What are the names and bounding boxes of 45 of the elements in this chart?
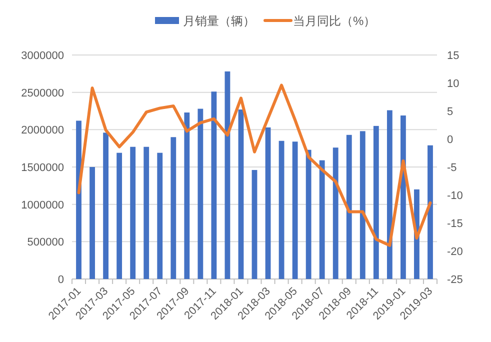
y-tick-label: 2000000 xyxy=(21,124,64,137)
y2-tick-label: -15 xyxy=(447,218,463,230)
bar xyxy=(332,148,338,279)
bar xyxy=(90,167,95,279)
y-tick-label: 2500000 xyxy=(21,87,64,100)
y2-tick-label: 10 xyxy=(447,78,460,90)
y-tick-label: 1000000 xyxy=(21,199,64,212)
bar xyxy=(130,146,136,279)
bar xyxy=(76,120,82,279)
y2-tick-label: 0 xyxy=(447,134,454,146)
bar xyxy=(198,108,204,279)
y2-tick-label: -5 xyxy=(447,162,457,174)
y-tick-label: 500000 xyxy=(27,236,64,249)
bar xyxy=(265,127,271,279)
bar xyxy=(184,112,190,279)
bar xyxy=(170,137,176,279)
bar xyxy=(319,160,325,279)
bar xyxy=(252,170,258,279)
legend-label: 月销量（辆） xyxy=(183,14,255,28)
bar xyxy=(360,131,366,279)
y2-tick-label: -20 xyxy=(447,246,463,258)
y-tick-label: 0 xyxy=(58,274,64,286)
bar xyxy=(386,110,392,279)
y2-tick-label: -10 xyxy=(447,190,463,202)
bar xyxy=(157,152,163,279)
bar xyxy=(400,115,406,279)
bar xyxy=(373,126,379,279)
line-series xyxy=(77,84,432,247)
bar xyxy=(103,132,108,279)
y2-tick-label: 5 xyxy=(447,106,454,118)
y2-tick-label: 15 xyxy=(447,50,460,62)
y2-tick-label: -25 xyxy=(447,274,463,286)
bar xyxy=(306,150,312,279)
bar xyxy=(144,146,150,279)
bar xyxy=(346,134,352,279)
y-tick-label: 3000000 xyxy=(21,50,64,62)
bar xyxy=(224,71,230,279)
bar xyxy=(292,142,298,279)
bar xyxy=(116,152,122,279)
bar xyxy=(211,92,217,279)
bar xyxy=(428,145,433,279)
bar xyxy=(278,140,284,279)
legend-label: 当月同比（%） xyxy=(293,14,376,28)
y-tick-label: 1500000 xyxy=(21,162,64,174)
bar xyxy=(238,110,244,279)
